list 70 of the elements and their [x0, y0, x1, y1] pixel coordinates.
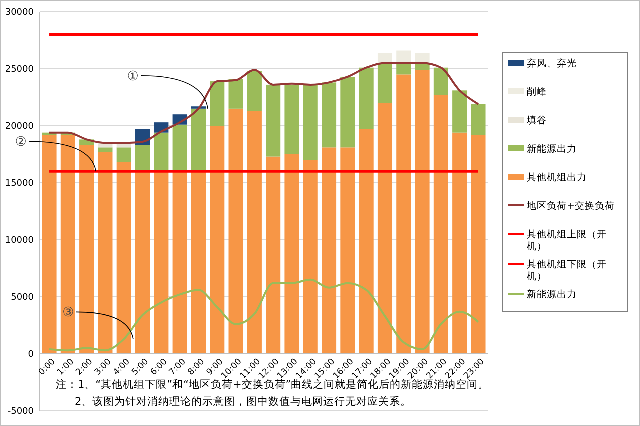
- bar: [210, 82, 225, 126]
- bar: [378, 103, 393, 354]
- bar: [191, 108, 206, 172]
- bar: [340, 148, 356, 354]
- line-series: [48, 62, 480, 144]
- bar: [154, 172, 169, 354]
- bar: [415, 53, 430, 64]
- bar: [284, 154, 300, 354]
- bar: [266, 156, 281, 354]
- bar: [266, 84, 281, 157]
- bar: [471, 104, 486, 136]
- bar: [378, 53, 393, 64]
- bar: [303, 84, 318, 160]
- bar: [210, 126, 225, 354]
- bar: [42, 135, 57, 354]
- bar: [80, 145, 94, 354]
- bar: [135, 145, 150, 172]
- bar: [135, 172, 150, 354]
- legend-label: 新能源出力: [527, 288, 577, 300]
- bar: [396, 50, 412, 64]
- bar: [434, 68, 448, 96]
- bar: [452, 132, 468, 354]
- bar: [359, 68, 374, 130]
- bar: [359, 129, 374, 354]
- bar: [228, 79, 244, 109]
- bar: [471, 135, 486, 354]
- bar: [434, 95, 448, 354]
- bar: [172, 124, 188, 172]
- bar: [322, 82, 337, 148]
- bar: [172, 172, 188, 354]
- bar: [228, 108, 244, 354]
- y-tick-label: 20000: [5, 122, 34, 132]
- annotation: ③: [62, 306, 74, 321]
- bar: [452, 90, 468, 133]
- annotation: ①: [127, 69, 139, 84]
- y-tick-label: -5000: [8, 407, 34, 418]
- annotation: 2、该图为针对消纳理论的示意图，图中数值与电网运行无对应关系。: [75, 395, 412, 408]
- bar: [191, 172, 206, 354]
- bar: [284, 84, 300, 154]
- legend-label: 地区负荷+交换负荷: [526, 200, 615, 212]
- y-tick-label: 25000: [5, 65, 34, 76]
- legend-label: 其他机组下限（开机）: [527, 258, 607, 283]
- bar: [322, 148, 337, 354]
- legend-label: 其他机组上限（开机）: [527, 228, 607, 253]
- bar: [98, 148, 113, 152]
- line-series: [48, 278, 480, 352]
- y-tick-label: 10000: [5, 236, 34, 246]
- legend-label: 削峰: [527, 86, 547, 98]
- bar: [116, 162, 132, 354]
- legend-label: 填谷: [526, 114, 547, 126]
- y-tick-label: 30000: [5, 8, 34, 18]
- annotation: ②: [15, 135, 27, 150]
- legend-label: 弃风、弃光: [527, 57, 577, 70]
- y-tick-label: 15000: [5, 179, 34, 190]
- bar: [340, 76, 356, 148]
- legend-label: 其他机组出力: [527, 171, 587, 184]
- bar: [378, 63, 393, 104]
- bar: [154, 132, 169, 172]
- bar: [98, 152, 113, 354]
- bar: [396, 74, 412, 354]
- y-tick-label: 0: [28, 350, 34, 360]
- bar: [247, 71, 262, 112]
- bar: [303, 160, 318, 354]
- legend-label: 新能源出力: [527, 142, 577, 155]
- bar: [60, 135, 76, 354]
- bar: [116, 148, 132, 162]
- bar: [415, 70, 430, 354]
- y-tick-label: 5000: [11, 293, 34, 304]
- annotation: 注：1、“其他机组下限”和“地区负荷+交换负荷”曲线之间就是简化后的新能源消纳空间。: [56, 378, 490, 391]
- bar: [247, 111, 262, 354]
